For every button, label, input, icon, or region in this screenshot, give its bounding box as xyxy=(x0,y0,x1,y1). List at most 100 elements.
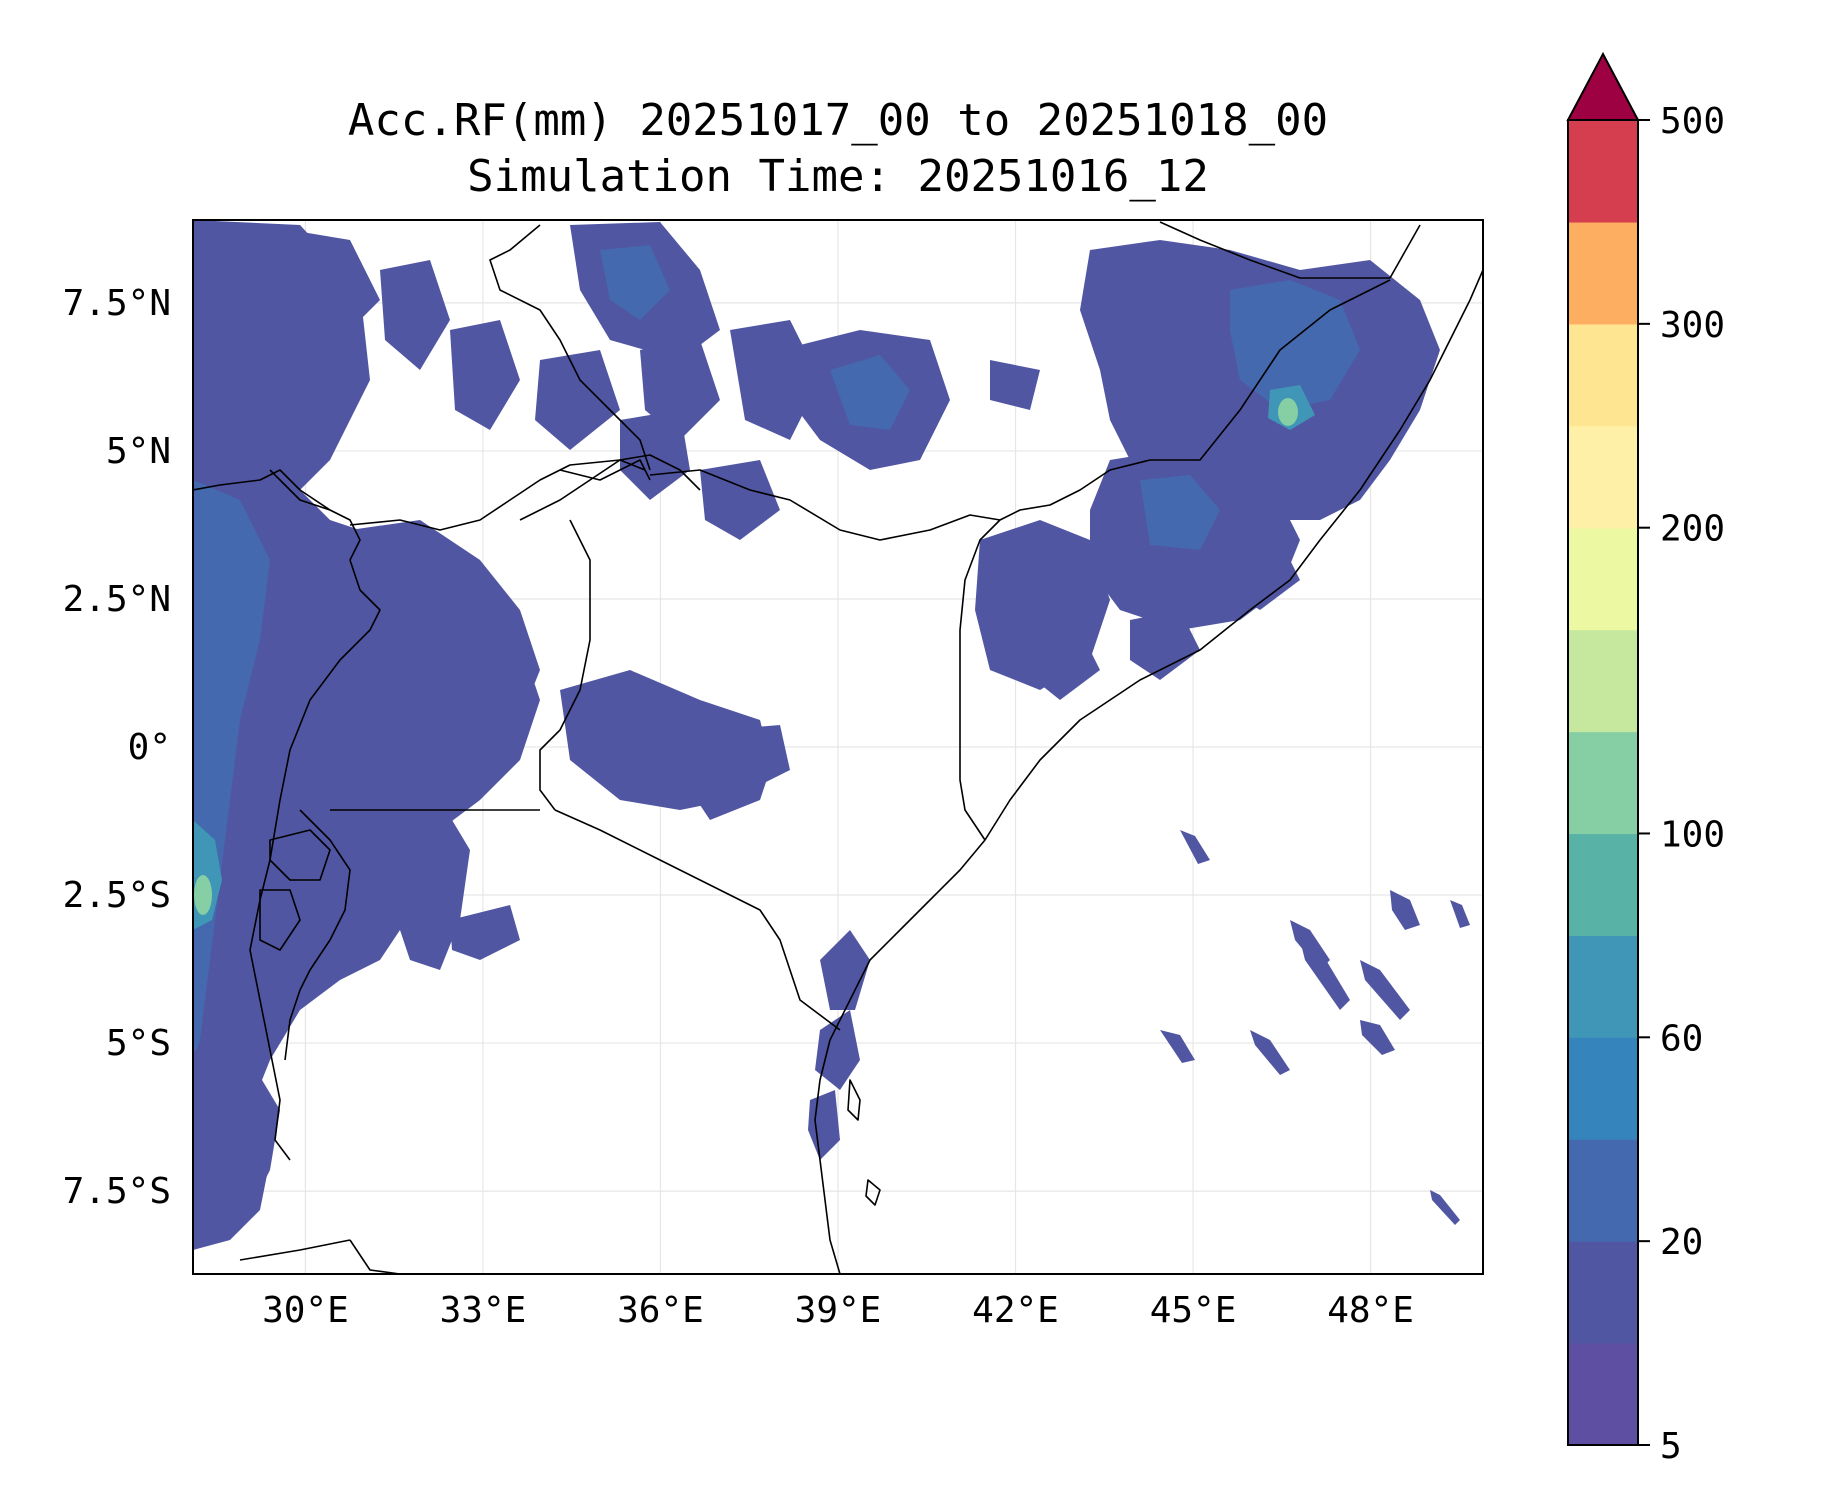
rain-streak-ocean-6 xyxy=(1430,1190,1460,1225)
rain-area-kenya-central xyxy=(720,725,790,790)
colorbar-bin xyxy=(1568,1139,1638,1242)
rain-peak-somalia-north xyxy=(1278,398,1298,426)
rain-streak-ocean-2 xyxy=(1300,940,1350,1010)
rain-area-sw-lowlands xyxy=(193,1050,280,1240)
border-south-sudan-kenya xyxy=(519,454,701,521)
colorbar-bin xyxy=(1568,629,1638,733)
rain-area-tanzania-lake xyxy=(450,905,520,960)
colorbar-bin xyxy=(1568,221,1638,325)
colorbar-bin xyxy=(1568,833,1638,936)
rain-area-eth-north-core xyxy=(600,245,670,320)
border-ilemi xyxy=(559,459,651,481)
colorbar-bin xyxy=(1568,1241,1638,1344)
map-title-line-1: Acc.RF(mm) 20251017_00 to 20251018_00 xyxy=(348,95,1328,146)
rain-area-coast-dar xyxy=(815,1010,860,1090)
island-mafia xyxy=(865,1179,881,1206)
rain-area-kenya-ne-2 xyxy=(1030,630,1100,700)
border-south-sudan-north xyxy=(269,469,331,511)
y-tick-label: 2.5°N xyxy=(63,579,171,620)
border-tanzania-rwanda-burundi xyxy=(284,809,351,1061)
y-tick-label: 0° xyxy=(128,727,171,768)
colorbar-bin xyxy=(1568,425,1638,529)
rain-area-eth-central-core xyxy=(830,355,910,430)
y-tick-label: 7.5°N xyxy=(63,283,171,324)
map-panel xyxy=(192,219,1484,1275)
colorbar-bin xyxy=(1568,935,1638,1038)
rain-streak-ocean-9 xyxy=(1160,1030,1195,1063)
rain-area-nw-2 xyxy=(290,230,380,340)
rain-streak-ocean-8 xyxy=(1250,1030,1290,1075)
colorbar-tick-label: 200 xyxy=(1660,509,1725,550)
rain-area-nw-1 xyxy=(195,240,280,330)
border-kenya-ethiopia xyxy=(649,469,1001,541)
border-burundi xyxy=(259,889,301,951)
colorbar-bin xyxy=(1568,323,1638,427)
rain-area-ogaden-core xyxy=(1140,475,1220,550)
y-tick-label: 5°S xyxy=(106,1023,171,1064)
border-somaliland xyxy=(1159,221,1390,279)
x-tick-label: 36°E xyxy=(617,1290,704,1331)
border-south-sudan-uganda xyxy=(349,459,646,531)
rain-peak-west xyxy=(194,875,212,915)
rain-streak-ocean-7 xyxy=(1450,900,1470,928)
rain-area-nw-3 xyxy=(380,260,450,370)
rain-area-eth-5 xyxy=(990,360,1040,410)
border-uganda-kenya xyxy=(539,519,591,811)
rain-area-eth-4 xyxy=(700,460,780,540)
colorbar-bin xyxy=(1568,527,1638,631)
rain-area-eth-3 xyxy=(620,410,690,500)
y-tick-label: 7.5°S xyxy=(63,1171,171,1212)
x-tick-label: 45°E xyxy=(1150,1290,1237,1331)
rain-streak-ocean-10 xyxy=(1180,830,1210,864)
rain-area-coast-tanzania xyxy=(820,930,870,1010)
x-axis: 30°E 33°E 36°E 39°E 42°E 45°E 48°E xyxy=(262,1290,1414,1331)
colorbar-tick-label: 5 xyxy=(1660,1426,1682,1467)
colorbar-bin xyxy=(1568,1037,1638,1140)
border-rwanda xyxy=(269,829,331,881)
map-frame xyxy=(192,219,1484,1275)
colorbar-frame xyxy=(1567,119,1639,1446)
rain-area-nw-5 xyxy=(535,350,620,450)
rain-area-nw-4 xyxy=(450,320,520,430)
rain-streak-ocean-5 xyxy=(1360,1020,1395,1055)
rain-area-uganda xyxy=(350,520,540,790)
rain-area-tanzania-nw xyxy=(380,800,470,970)
rain-streak-ocean-4 xyxy=(1390,890,1420,930)
coastline-east-africa xyxy=(814,269,1483,1274)
x-tick-label: 33°E xyxy=(440,1290,527,1331)
y-tick-label: 5°N xyxy=(106,431,171,472)
rain-area-somalia-coast xyxy=(1230,540,1300,610)
border-kenya-tanzania xyxy=(554,809,841,1031)
border-drc-east xyxy=(193,469,381,1161)
border-sudan-ethiopia xyxy=(489,224,651,471)
colorbar: 5 20 60 100 200 300 500 xyxy=(1566,51,1725,1467)
rain-streak-ocean-3 xyxy=(1360,960,1410,1020)
country-borders xyxy=(193,221,1483,1274)
border-zambia xyxy=(239,1239,351,1261)
x-tick-label: 48°E xyxy=(1327,1290,1414,1331)
colorbar-tick-label: 20 xyxy=(1660,1222,1703,1263)
x-tick-label: 39°E xyxy=(795,1290,882,1331)
y-axis: 7.5°N 5°N 2.5°N 0° 2.5°S 5°S 7.5°S xyxy=(63,283,171,1212)
rainfall-field xyxy=(193,220,1470,1250)
y-tick-label: 2.5°S xyxy=(63,875,171,916)
colorbar-tick-label: 300 xyxy=(1660,305,1725,346)
map-title-line-2: Simulation Time: 20251016_12 xyxy=(467,151,1209,202)
colorbar-tick-label: 100 xyxy=(1660,814,1725,855)
colorbar-bin xyxy=(1568,731,1638,835)
rain-area-somalia-south xyxy=(1130,610,1200,680)
colorbar-extend-arrow xyxy=(1566,51,1640,121)
colorbar-tick-label: 500 xyxy=(1660,101,1725,142)
colorbar-bin xyxy=(1568,1343,1638,1446)
x-tick-label: 30°E xyxy=(262,1290,349,1331)
border-kenya-somalia xyxy=(959,519,1001,841)
border-malawi xyxy=(349,1239,401,1274)
border-eritrea-djibouti xyxy=(1389,224,1421,279)
rain-area-west-band xyxy=(193,220,540,1250)
island-zanzibar xyxy=(847,1079,861,1121)
colorbar-tick-label: 60 xyxy=(1660,1018,1703,1059)
x-tick-label: 42°E xyxy=(972,1290,1059,1331)
colorbar-bin xyxy=(1568,120,1638,223)
border-ethiopia-somalia xyxy=(999,279,1391,521)
